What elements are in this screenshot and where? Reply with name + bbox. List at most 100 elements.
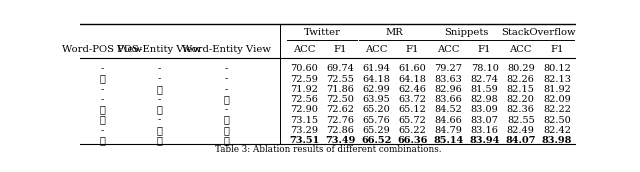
Text: 83.16: 83.16 (470, 126, 499, 135)
Text: Table 3: Ablation results of different combinations.: Table 3: Ablation results of different c… (215, 145, 441, 154)
Text: 82.74: 82.74 (470, 75, 499, 84)
Text: 82.09: 82.09 (543, 95, 571, 104)
Text: ✓: ✓ (156, 85, 163, 94)
Text: 66.36: 66.36 (397, 136, 428, 145)
Text: Twitter: Twitter (303, 28, 340, 37)
Text: -: - (225, 75, 228, 84)
Text: -: - (225, 64, 228, 73)
Text: 78.10: 78.10 (470, 64, 499, 73)
Text: 83.94: 83.94 (470, 136, 500, 145)
Text: 82.36: 82.36 (507, 105, 535, 114)
Text: -: - (225, 105, 228, 114)
Text: 82.55: 82.55 (507, 116, 534, 125)
Text: 83.09: 83.09 (471, 105, 499, 114)
Text: 61.60: 61.60 (399, 64, 426, 73)
Text: 65.72: 65.72 (399, 116, 426, 125)
Text: 72.59: 72.59 (290, 75, 318, 84)
Text: 72.76: 72.76 (326, 116, 354, 125)
Text: 64.18: 64.18 (399, 75, 426, 84)
Text: 83.63: 83.63 (435, 75, 463, 84)
Text: StackOverflow: StackOverflow (502, 28, 576, 37)
Text: 83.98: 83.98 (541, 136, 572, 145)
Text: ✓: ✓ (156, 105, 163, 114)
Text: Word-Entity View: Word-Entity View (182, 45, 271, 54)
Text: -: - (157, 116, 161, 125)
Text: ✓: ✓ (156, 126, 163, 135)
Text: 72.55: 72.55 (326, 75, 354, 84)
Text: 82.22: 82.22 (543, 105, 571, 114)
Text: ACC: ACC (365, 45, 387, 54)
Text: ✓: ✓ (223, 95, 229, 104)
Text: 65.22: 65.22 (399, 126, 426, 135)
Text: 84.52: 84.52 (435, 105, 463, 114)
Text: 82.96: 82.96 (435, 85, 462, 94)
Text: 82.20: 82.20 (507, 95, 535, 104)
Text: 82.98: 82.98 (471, 95, 499, 104)
Text: F1: F1 (550, 45, 564, 54)
Text: ✓: ✓ (223, 126, 229, 135)
Text: 83.07: 83.07 (470, 116, 499, 125)
Text: 82.42: 82.42 (543, 126, 571, 135)
Text: -: - (100, 64, 104, 73)
Text: POS-Entity View: POS-Entity View (117, 45, 202, 54)
Text: Snippets: Snippets (444, 28, 489, 37)
Text: 72.50: 72.50 (326, 95, 354, 104)
Text: ✓: ✓ (99, 136, 105, 145)
Text: 66.52: 66.52 (361, 136, 392, 145)
Text: 84.66: 84.66 (435, 116, 462, 125)
Text: -: - (157, 64, 161, 73)
Text: -: - (157, 95, 161, 104)
Text: ✓: ✓ (99, 116, 105, 125)
Text: ✓: ✓ (223, 136, 229, 145)
Text: 82.50: 82.50 (543, 116, 571, 125)
Text: 65.76: 65.76 (362, 116, 390, 125)
Text: F1: F1 (478, 45, 492, 54)
Text: -: - (100, 126, 104, 135)
Text: 81.92: 81.92 (543, 85, 571, 94)
Text: 85.14: 85.14 (433, 136, 463, 145)
Text: 70.60: 70.60 (290, 64, 318, 73)
Text: -: - (100, 85, 104, 94)
Text: 63.95: 63.95 (362, 95, 390, 104)
Text: 82.13: 82.13 (543, 75, 571, 84)
Text: F1: F1 (406, 45, 419, 54)
Text: 72.62: 72.62 (326, 105, 354, 114)
Text: -: - (225, 85, 228, 94)
Text: ACC: ACC (292, 45, 315, 54)
Text: 82.15: 82.15 (507, 85, 535, 94)
Text: Word-POS View: Word-POS View (62, 45, 142, 54)
Text: 71.92: 71.92 (290, 85, 318, 94)
Text: ACC: ACC (437, 45, 460, 54)
Text: 71.86: 71.86 (326, 85, 354, 94)
Text: 82.49: 82.49 (507, 126, 535, 135)
Text: 73.29: 73.29 (290, 126, 318, 135)
Text: 80.12: 80.12 (543, 64, 571, 73)
Text: 79.27: 79.27 (435, 64, 463, 73)
Text: 62.99: 62.99 (362, 85, 390, 94)
Text: 72.90: 72.90 (290, 105, 318, 114)
Text: 72.56: 72.56 (290, 95, 318, 104)
Text: F1: F1 (333, 45, 347, 54)
Text: 83.66: 83.66 (435, 95, 462, 104)
Text: ✓: ✓ (99, 105, 105, 114)
Text: 61.94: 61.94 (362, 64, 390, 73)
Text: 73.49: 73.49 (325, 136, 355, 145)
Text: ✓: ✓ (156, 136, 163, 145)
Text: ✓: ✓ (99, 75, 105, 84)
Text: 82.26: 82.26 (507, 75, 535, 84)
Text: 62.46: 62.46 (399, 85, 426, 94)
Text: 72.86: 72.86 (326, 126, 354, 135)
Text: 73.15: 73.15 (290, 116, 318, 125)
Text: 84.07: 84.07 (506, 136, 536, 145)
Text: -: - (100, 95, 104, 104)
Text: 63.72: 63.72 (398, 95, 426, 104)
Text: ✓: ✓ (223, 116, 229, 125)
Text: 73.51: 73.51 (289, 136, 319, 145)
Text: 64.18: 64.18 (362, 75, 390, 84)
Text: ACC: ACC (509, 45, 532, 54)
Text: 65.29: 65.29 (362, 126, 390, 135)
Text: 81.59: 81.59 (471, 85, 499, 94)
Text: MR: MR (385, 28, 403, 37)
Text: 65.20: 65.20 (362, 105, 390, 114)
Text: -: - (157, 75, 161, 84)
